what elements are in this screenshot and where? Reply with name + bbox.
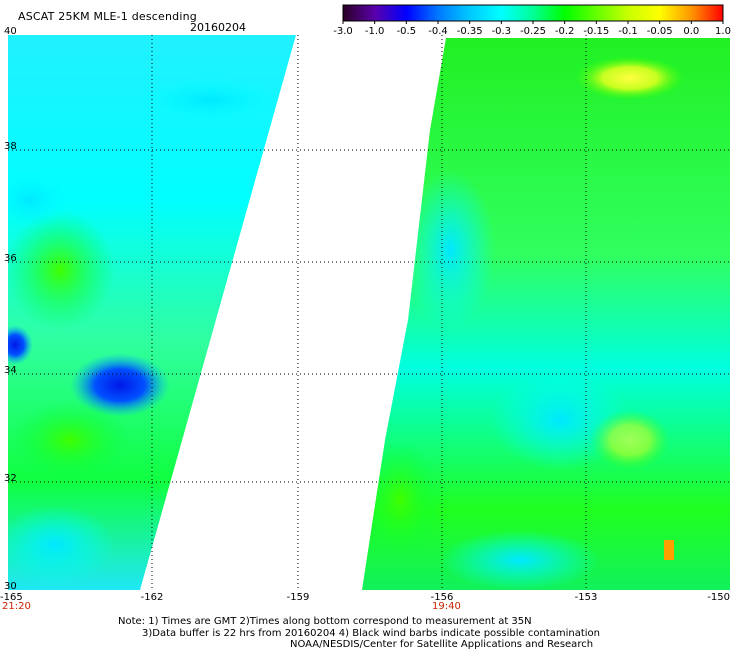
lat-label: 40	[4, 26, 17, 37]
colorbar-label: -0.25	[520, 26, 546, 37]
map-title: ASCAT 25KM MLE-1 descending	[18, 10, 197, 23]
colorbar-label: -0.1	[618, 26, 638, 37]
latitude-labels: 40 38 36 34 32 30	[4, 26, 17, 592]
lon-label: -153	[575, 592, 598, 603]
left-pass-time: 21:20	[2, 601, 31, 612]
colorbar-label: -0.15	[583, 26, 609, 37]
colorbar-label: -0.35	[457, 26, 483, 37]
longitude-labels: -165 -162 -159 -156 -153 -150	[0, 592, 730, 603]
colorbar-label: -0.5	[397, 26, 417, 37]
lat-label: 34	[4, 365, 17, 376]
colorbar-label: -0.4	[428, 26, 448, 37]
grid-lines	[8, 35, 730, 590]
lat-label: 32	[4, 473, 17, 484]
note-line-2: 3)Data buffer is 22 hrs from 20160204 4)…	[142, 628, 600, 639]
note-line-1: Note: 1) Times are GMT 2)Times along bot…	[118, 616, 532, 627]
lon-label: -150	[707, 592, 730, 603]
lat-label: 38	[4, 141, 17, 152]
colorbar-label: -0.3	[492, 26, 512, 37]
lon-label: -165	[0, 592, 23, 603]
right-pass-time: 19:40	[432, 601, 461, 612]
colorbar-label: -1.0	[365, 26, 385, 37]
colorbar: -3.0 -1.0 -0.5 -0.4 -0.35 -0.3 -0.25 -0.2 -0.15-…	[333, 4, 731, 37]
colorbar-label: 0.0	[683, 26, 699, 37]
colorbar-label: -3.0	[333, 26, 353, 37]
lon-label: -159	[287, 592, 310, 603]
lat-label: 30	[4, 581, 17, 592]
colorbar-label: 1.0	[715, 26, 731, 37]
right-swath	[362, 38, 730, 590]
lat-label: 36	[4, 253, 17, 264]
note-line-3: NOAA/NESDIS/Center for Satellite Applica…	[290, 639, 594, 650]
colorbar-label: -0.05	[647, 26, 673, 37]
left-swath	[8, 35, 296, 590]
colorbar-label: -0.2	[555, 26, 575, 37]
colorbar-gradient	[342, 4, 724, 22]
lon-label: -162	[141, 592, 164, 603]
lon-label: -156	[431, 592, 454, 603]
map-date: 20160204	[190, 21, 246, 34]
